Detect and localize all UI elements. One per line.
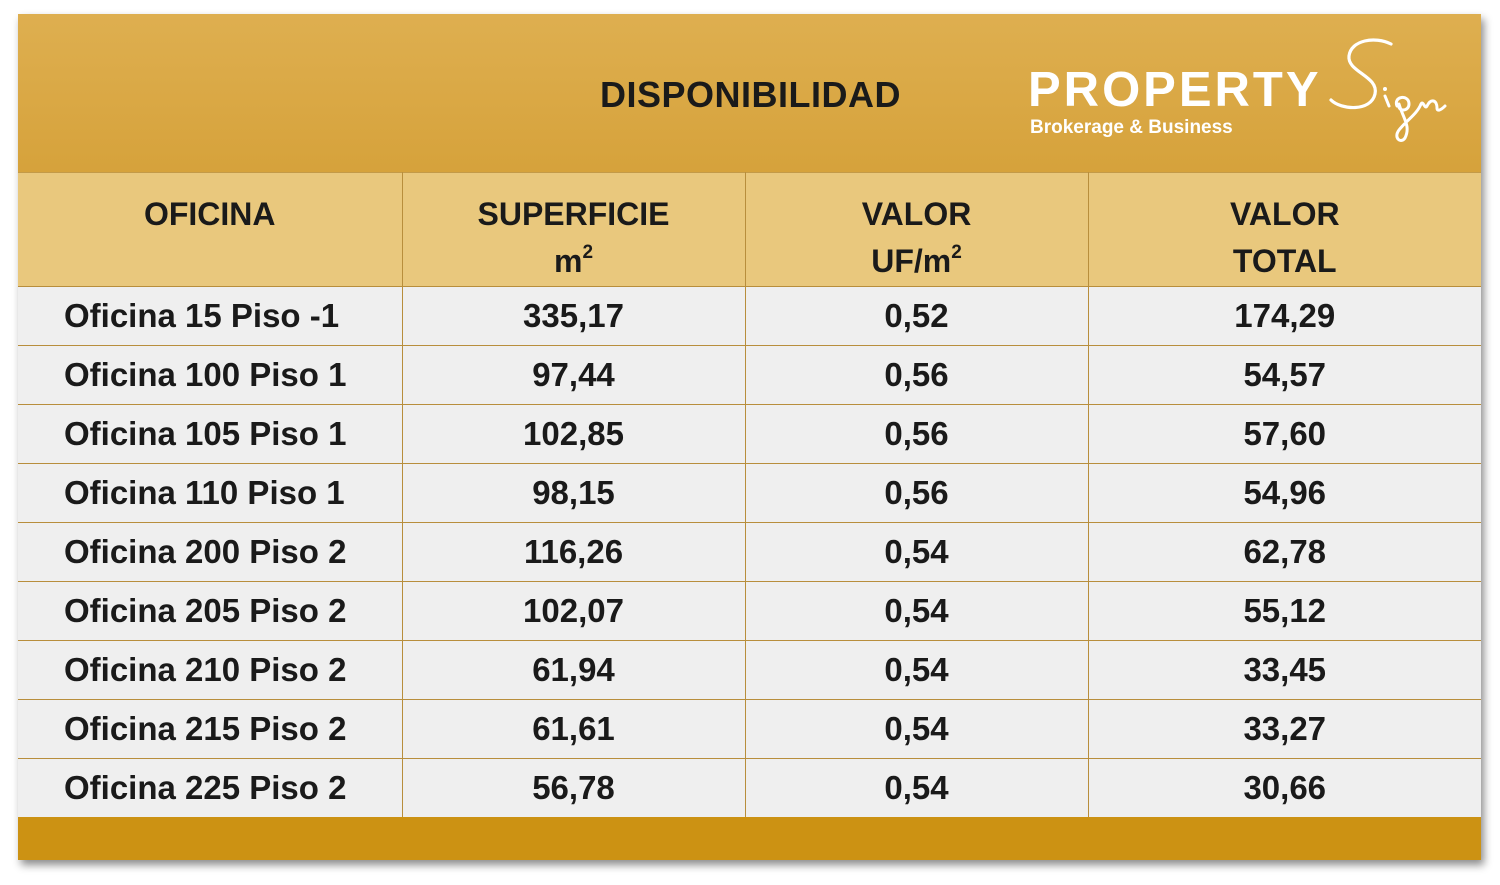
cell-superficie: 102,07 [402,581,746,641]
availability-card: DISPONIBILIDAD PROPERTY Brokerage & Busi… [18,14,1481,860]
cell-valor-total: 55,12 [1088,581,1481,641]
logo-script-sign-icon [1329,38,1447,142]
cell-valor-uf-m2: 0,56 [745,345,1089,405]
table-row: Oficina 105 Piso 1 102,85 0,56 57,60 [18,404,1481,464]
cell-valor-uf-m2: 0,54 [745,699,1089,759]
cell-valor-uf-m2: 0,56 [745,404,1089,464]
cell-valor-total: 62,78 [1088,522,1481,582]
cell-valor-total: 33,45 [1088,640,1481,700]
cell-valor-uf-m2: 0,52 [745,286,1089,346]
cell-oficina: Oficina 205 Piso 2 [18,581,403,641]
cell-superficie: 102,85 [402,404,746,464]
table-header-row: OFICINA SUPERFICIE m2 VALOR UF/m2 VALOR … [18,172,1481,287]
cell-valor-uf-m2: 0,54 [745,522,1089,582]
table-row: Oficina 225 Piso 2 56,78 0,54 30,66 [18,758,1481,818]
table-row: Oficina 110 Piso 1 98,15 0,56 54,96 [18,463,1481,523]
header-valor-total: VALOR TOTAL [1088,172,1481,287]
table-row: Oficina 15 Piso -1 335,17 0,52 174,29 [18,286,1481,346]
cell-oficina: Oficina 210 Piso 2 [18,640,403,700]
footer-bar [18,817,1481,860]
cell-oficina: Oficina 105 Piso 1 [18,404,403,464]
cell-valor-uf-m2: 0,56 [745,463,1089,523]
table-row: Oficina 215 Piso 2 61,61 0,54 33,27 [18,699,1481,759]
table-row: Oficina 100 Piso 1 97,44 0,56 54,57 [18,345,1481,405]
cell-valor-uf-m2: 0,54 [745,581,1089,641]
table-row: Oficina 200 Piso 2 116,26 0,54 62,78 [18,522,1481,582]
table-row: Oficina 205 Piso 2 102,07 0,54 55,12 [18,581,1481,641]
cell-superficie: 116,26 [402,522,746,582]
header-valor-uf-m2: VALOR UF/m2 [745,172,1089,287]
cell-oficina: Oficina 225 Piso 2 [18,758,403,818]
cell-oficina: Oficina 110 Piso 1 [18,463,403,523]
availability-table: OFICINA SUPERFICIE m2 VALOR UF/m2 VALOR … [18,172,1481,818]
cell-valor-total: 30,66 [1088,758,1481,818]
header-superficie: SUPERFICIE m2 [402,172,746,287]
cell-valor-uf-m2: 0,54 [745,758,1089,818]
cell-valor-total: 33,27 [1088,699,1481,759]
cell-superficie: 61,94 [402,640,746,700]
logo-tagline: Brokerage & Business [1030,117,1233,138]
cell-valor-uf-m2: 0,54 [745,640,1089,700]
cell-valor-total: 54,96 [1088,463,1481,523]
cell-oficina: Oficina 215 Piso 2 [18,699,403,759]
cell-superficie: 56,78 [402,758,746,818]
cell-valor-total: 54,57 [1088,345,1481,405]
table-row: Oficina 210 Piso 2 61,94 0,54 33,45 [18,640,1481,700]
header-oficina: OFICINA [18,172,403,287]
cell-oficina: Oficina 15 Piso -1 [18,286,403,346]
cell-superficie: 61,61 [402,699,746,759]
cell-superficie: 98,15 [402,463,746,523]
cell-superficie: 335,17 [402,286,746,346]
page-title: DISPONIBILIDAD [600,74,902,115]
logo-wordmark: PROPERTY [1028,63,1322,117]
cell-valor-total: 57,60 [1088,404,1481,464]
cell-superficie: 97,44 [402,345,746,405]
property-sign-logo: PROPERTY Brokerage & Business [1028,34,1458,159]
title-banner: DISPONIBILIDAD PROPERTY Brokerage & Busi… [18,14,1481,172]
cell-valor-total: 174,29 [1088,286,1481,346]
cell-oficina: Oficina 100 Piso 1 [18,345,403,405]
cell-oficina: Oficina 200 Piso 2 [18,522,403,582]
